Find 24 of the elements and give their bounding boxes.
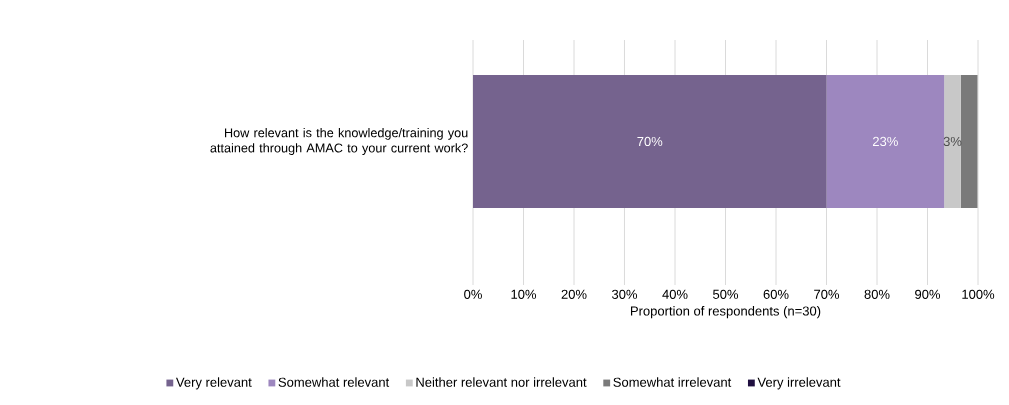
data-label: 70%: [637, 136, 663, 147]
x-tick-label: 0%: [464, 289, 482, 299]
x-tick-label: 40%: [662, 289, 688, 299]
legend-label: Very relevant: [175, 377, 252, 390]
data-label: 23%: [872, 136, 898, 147]
bar: [473, 74, 827, 208]
x-axis-title: Proportion of respondents (n=30): [630, 306, 821, 319]
legend-label: Somewhat relevant: [278, 377, 390, 387]
legend-label: Neither relevant nor irrelevant: [416, 377, 587, 387]
x-tick-label: 80%: [864, 289, 890, 299]
y-tick-label: How relevant is the knowledge/training you attained through AMAC to your current work?: [210, 127, 468, 155]
x-tick-label: 70%: [814, 289, 840, 299]
legend-label: Very irrelevant: [757, 377, 841, 390]
x-tick-label: 90%: [915, 289, 941, 299]
bar: [944, 74, 961, 208]
bar: [960, 74, 978, 208]
bar: [826, 74, 945, 208]
x-tick-label: 30%: [611, 289, 638, 299]
x-tick-label: 100%: [962, 289, 995, 299]
x-tick-label: 50%: [713, 289, 739, 299]
x-tick-label: 10%: [511, 289, 537, 299]
x-tick-label: 60%: [763, 289, 789, 299]
legend-label: Somewhat irrelevant: [613, 377, 732, 387]
x-tick-label: 20%: [561, 289, 587, 299]
